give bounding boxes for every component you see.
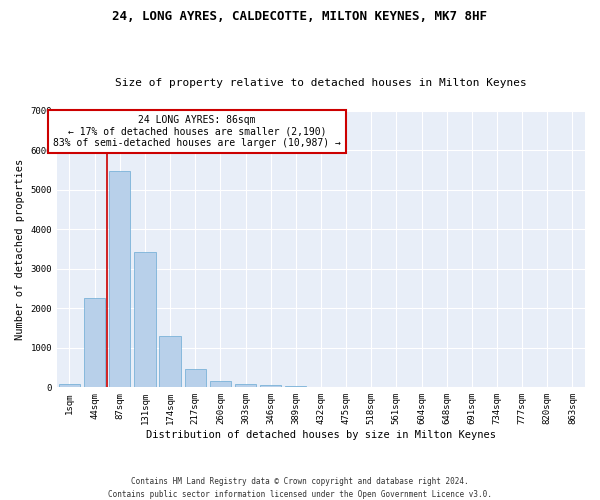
X-axis label: Distribution of detached houses by size in Milton Keynes: Distribution of detached houses by size … <box>146 430 496 440</box>
Bar <box>134 252 155 388</box>
Bar <box>160 336 181 388</box>
Text: 24, LONG AYRES, CALDECOTTE, MILTON KEYNES, MK7 8HF: 24, LONG AYRES, CALDECOTTE, MILTON KEYNE… <box>113 10 487 23</box>
Bar <box>285 386 307 388</box>
Y-axis label: Number of detached properties: Number of detached properties <box>15 158 25 340</box>
Bar <box>260 385 281 388</box>
Bar <box>185 369 206 388</box>
Bar <box>209 381 231 388</box>
Text: 24 LONG AYRES: 86sqm
← 17% of detached houses are smaller (2,190)
83% of semi-de: 24 LONG AYRES: 86sqm ← 17% of detached h… <box>53 115 341 148</box>
Bar <box>84 298 106 388</box>
Text: Contains public sector information licensed under the Open Government Licence v3: Contains public sector information licen… <box>108 490 492 499</box>
Bar <box>109 172 130 388</box>
Bar <box>59 384 80 388</box>
Text: Contains HM Land Registry data © Crown copyright and database right 2024.: Contains HM Land Registry data © Crown c… <box>131 478 469 486</box>
Title: Size of property relative to detached houses in Milton Keynes: Size of property relative to detached ho… <box>115 78 527 88</box>
Bar <box>235 384 256 388</box>
